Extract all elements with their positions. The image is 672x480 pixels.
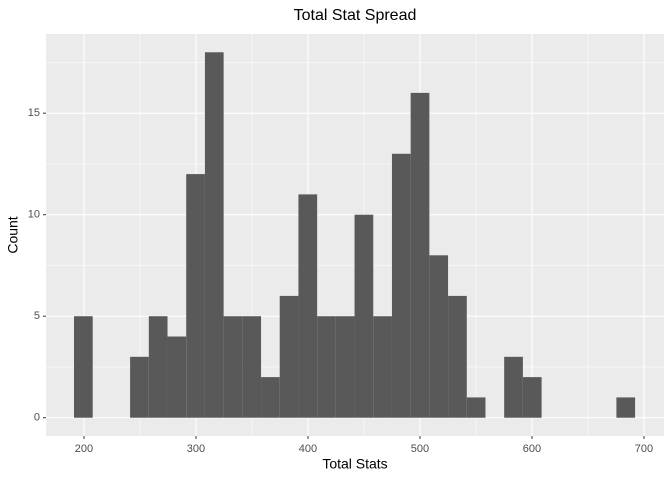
histogram-bar (410, 92, 430, 418)
histogram-bar (522, 377, 542, 418)
histogram-bar (186, 174, 205, 418)
histogram-bar (279, 295, 299, 418)
chart-title: Total Stat Spread (294, 7, 417, 24)
histogram-bar (223, 316, 243, 418)
x-tick-label: 500 (411, 443, 429, 455)
y-axis-title: Count (5, 216, 21, 253)
y-tick-label: 5 (34, 310, 40, 322)
histogram-bar (73, 316, 93, 418)
histogram-bar (204, 52, 224, 418)
histogram-bar (616, 397, 636, 418)
x-tick-label: 400 (299, 443, 317, 455)
histogram-bar (466, 397, 486, 418)
histogram-bar (148, 316, 168, 418)
histogram-bar (391, 153, 411, 418)
y-tick-label: 10 (28, 209, 40, 221)
histogram-bar (242, 316, 262, 418)
y-tick-label: 0 (34, 412, 40, 424)
histogram-bar (373, 316, 392, 418)
histogram-bar (354, 214, 374, 418)
histogram-bar (504, 356, 523, 418)
histogram-bar (167, 336, 187, 418)
x-tick-label: 600 (523, 443, 541, 455)
x-axis-title: Total Stats (322, 456, 387, 472)
histogram-bar (335, 316, 355, 418)
x-tick-label: 300 (187, 443, 205, 455)
histogram-bar (261, 377, 280, 418)
histogram-bar (448, 295, 467, 418)
y-tick-label: 15 (28, 107, 40, 119)
histogram-bar (317, 316, 336, 418)
histogram-bar (298, 194, 318, 418)
histogram-bar (130, 356, 149, 418)
x-tick-label: 200 (75, 443, 93, 455)
x-tick-label: 700 (635, 443, 653, 455)
histogram-bar (429, 255, 449, 418)
